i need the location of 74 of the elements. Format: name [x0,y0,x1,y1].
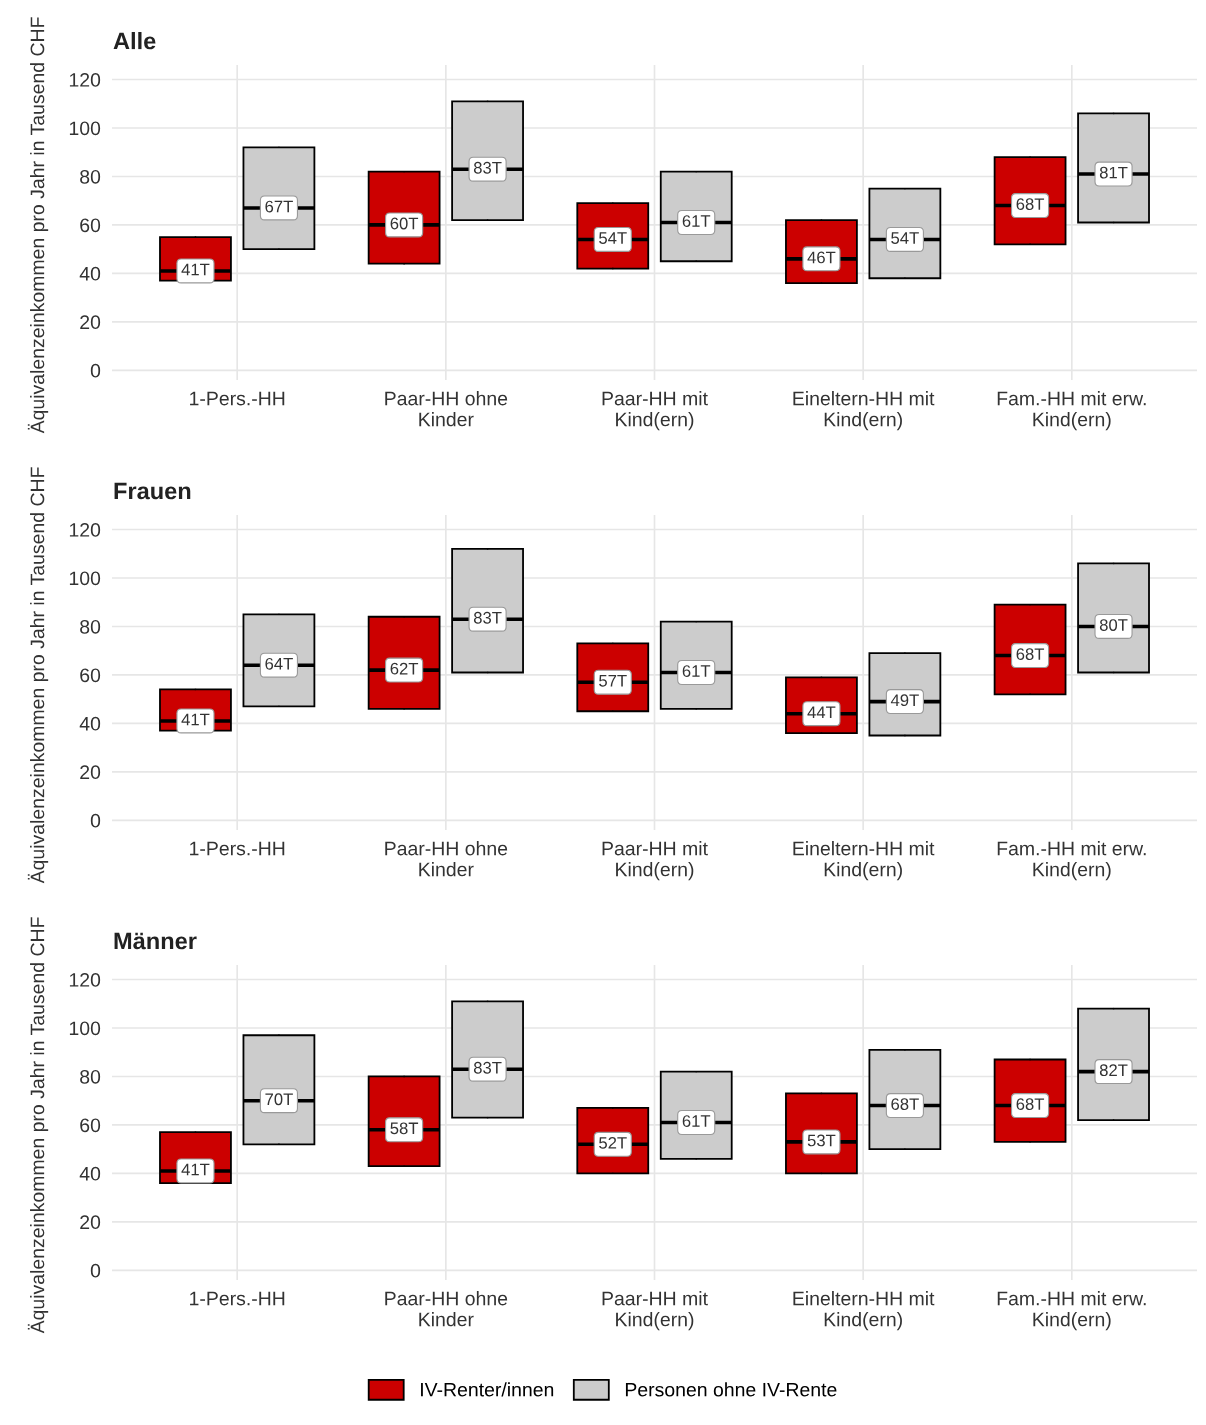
y-axis-title: Äquivalenzeinkommen pro Jahr in Tausend CHF [27,17,49,434]
x-tick-label: Paar-HH ohne Kinder [385,391,508,427]
text: 54T [599,232,627,244]
y-tick-label: 0 [90,813,101,828]
y-axis-title: Äquivalenzeinkommen pro Jahr in Tausend CHF [27,917,49,1334]
chart-title: Alle [113,32,156,50]
x-tick-label: Fam.-HH mit erw. Kind(ern) [997,391,1146,431]
text: 62T [390,662,419,675]
text: 82T [1099,1064,1128,1077]
text: 46T [807,251,836,264]
y-tick-label: 60 [80,1118,101,1133]
chart-title: Frauen [114,482,191,500]
text: 83T [473,161,502,174]
x-tick-label: Paar-HH ohne Kinder [385,1291,508,1327]
y-tick-label: 60 [80,218,101,233]
text: 41T [181,713,210,726]
text: 64T [265,657,293,670]
text: 68T [1016,198,1045,211]
text: 83T [473,611,502,624]
text: 57T [599,675,627,687]
y-tick-label: 20 [80,765,101,780]
y-tick-label: 20 [80,1215,101,1230]
y-tick-label: 100 [69,1021,101,1036]
text: 80T [1099,619,1128,631]
text: 67T [265,200,293,213]
y-tick-label: 40 [79,716,101,731]
text: 61T [682,215,711,227]
text: 52T [599,1136,627,1149]
x-tick-label: Paar-HH ohne Kinder [385,841,508,877]
x-tick-label: Eineltern-HH mit Kind(ern) [793,1291,935,1331]
text: 81T [1099,166,1128,179]
y-tick-label: 80 [80,619,101,634]
y-tick-label: 40 [79,266,101,281]
text: 61T [682,665,711,677]
text: 68T [1016,1098,1045,1111]
text: 54T [891,232,919,244]
x-tick-label: 1-Pers.-HH [190,841,285,856]
x-tick-label: Paar-HH mit Kind(ern) [602,391,708,431]
y-tick-label: 120 [69,73,101,87]
x-tick-label: 1-Pers.-HH [190,391,285,406]
y-tick-label: 40 [79,1166,101,1181]
text: 70T [265,1093,293,1106]
y-tick-label: 100 [69,571,101,586]
x-tick-label: Eineltern-HH mit Kind(ern) [793,841,935,881]
y-tick-label: 20 [80,315,101,330]
legend-label: IV-Renter/innen [421,1382,554,1397]
y-tick-label: 80 [80,1069,101,1084]
text: 41T [181,263,210,276]
text: 68T [891,1098,919,1111]
text: 41T [181,1163,210,1176]
x-tick-label: 1-Pers.-HH [190,1291,285,1306]
text: 68T [1016,648,1045,661]
y-tick-label: 0 [90,1263,101,1278]
y-tick-label: 80 [80,169,101,184]
text: 61T [682,1115,711,1127]
text: 49T [890,694,919,707]
y-tick-label: 120 [69,973,101,987]
text: 53T [807,1134,836,1147]
text: 60T [390,217,419,230]
x-tick-label: Paar-HH mit Kind(ern) [602,841,708,881]
y-tick-label: 120 [69,523,101,537]
text: 44T [807,706,836,718]
y-axis-title: Äquivalenzeinkommen pro Jahr in Tausend CHF [27,467,49,884]
y-tick-label: 0 [90,363,101,378]
x-tick-label: Fam.-HH mit erw. Kind(ern) [997,1291,1146,1331]
y-tick-label: 60 [80,668,101,683]
x-tick-label: Eineltern-HH mit Kind(ern) [793,391,935,431]
x-tick-label: Paar-HH mit Kind(ern) [602,1291,708,1331]
text: 58T [390,1122,419,1135]
x-tick-label: Fam.-HH mit erw. Kind(ern) [997,841,1146,881]
legend-label: Personen ohne IV-Rente [625,1382,837,1397]
text: 83T [473,1061,502,1074]
chart-title: Männer [114,932,197,950]
y-tick-label: 100 [69,121,101,136]
